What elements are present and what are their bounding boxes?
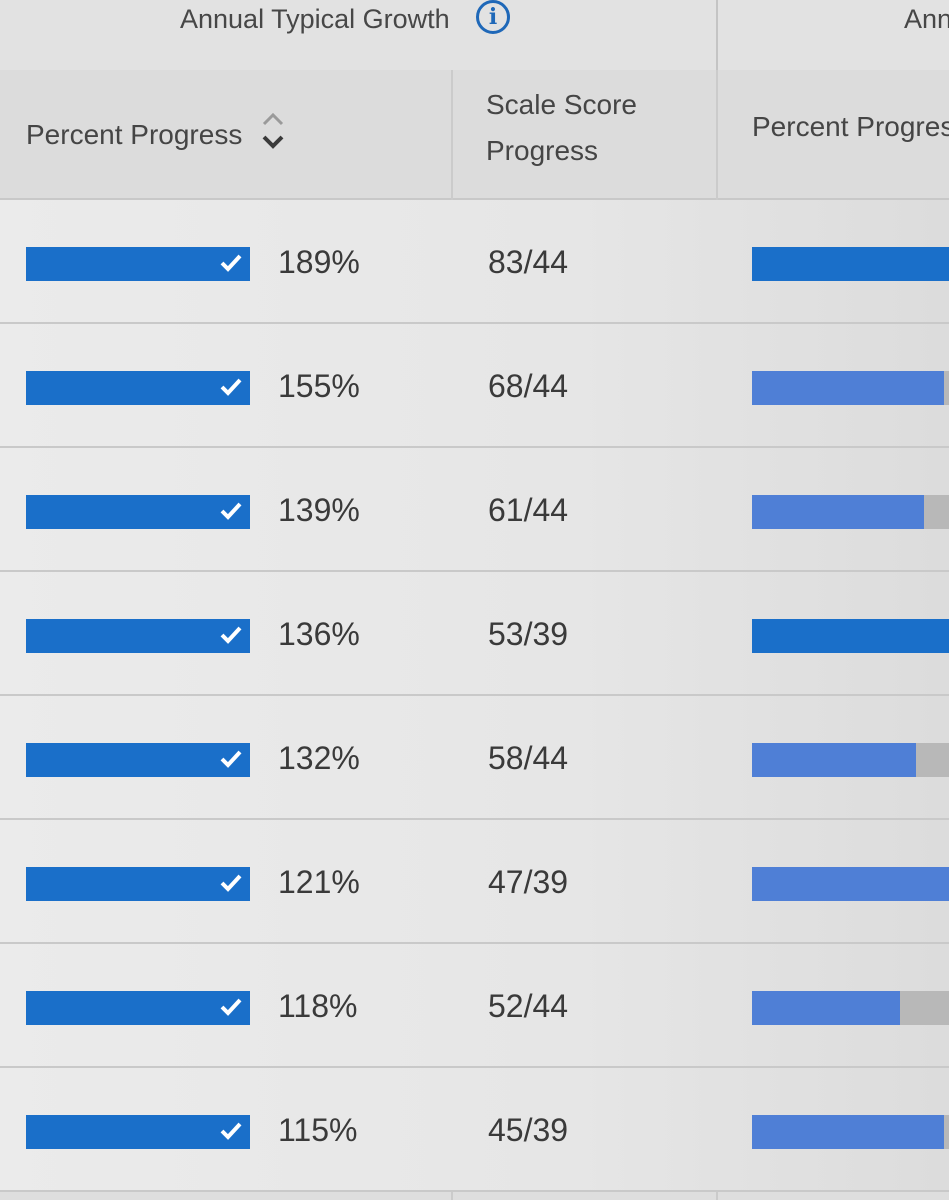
check-icon bbox=[220, 502, 242, 520]
table-row[interactable]: 115% 45/39 bbox=[0, 1068, 949, 1192]
percent-progress-bar bbox=[26, 619, 250, 653]
check-icon bbox=[220, 750, 242, 768]
table-row[interactable]: 121% 47/39 bbox=[0, 820, 949, 944]
percent-progress-bar-next-fill bbox=[752, 495, 924, 529]
percent-progress-bar-next-fill bbox=[752, 743, 916, 777]
percent-progress-bar-next-fill bbox=[752, 247, 949, 281]
group-title-annual-typical-growth: Annual Typical Growth bbox=[180, 4, 450, 34]
check-icon bbox=[220, 998, 242, 1016]
scale-score-progress-value: 45/39 bbox=[488, 1112, 569, 1148]
table-row[interactable]: 189% 83/44 bbox=[0, 200, 949, 324]
percent-progress-bar bbox=[26, 1115, 250, 1149]
percent-progress-bar-next bbox=[752, 371, 949, 405]
percent-progress-bar bbox=[26, 743, 250, 777]
percent-progress-bar-next bbox=[752, 495, 949, 529]
column-header-scale-score-progress[interactable]: Scale Score Progress bbox=[486, 82, 637, 174]
percent-progress-bar-next bbox=[752, 1115, 949, 1149]
table-row[interactable]: 136% 53/39 bbox=[0, 572, 949, 696]
percent-progress-bar-next bbox=[752, 619, 949, 653]
percent-progress-bar-next bbox=[752, 247, 949, 281]
percent-progress-bar-next-fill bbox=[752, 371, 944, 405]
scale-score-progress-value: 52/44 bbox=[488, 988, 569, 1024]
sort-chevrons-icon[interactable] bbox=[258, 106, 288, 156]
percent-progress-bar bbox=[26, 495, 250, 529]
scale-score-progress-value: 68/44 bbox=[488, 368, 569, 404]
table-row[interactable]: 155% 68/44 bbox=[0, 324, 949, 448]
group-header-row: Annual Typical Growth i Ann bbox=[0, 0, 949, 72]
scale-score-progress-value: 47/39 bbox=[488, 864, 569, 900]
scale-score-progress-value: 58/44 bbox=[488, 740, 569, 776]
percent-progress-value: 132% bbox=[278, 740, 360, 776]
check-icon bbox=[220, 254, 242, 272]
check-icon bbox=[220, 378, 242, 396]
percent-progress-value: 189% bbox=[278, 244, 360, 280]
percent-progress-value: 139% bbox=[278, 492, 360, 528]
percent-progress-bar-next bbox=[752, 743, 949, 777]
check-icon bbox=[220, 626, 242, 644]
column-header-scale-score-line2: Progress bbox=[486, 135, 599, 166]
percent-progress-bar-next-fill bbox=[752, 867, 949, 901]
percent-progress-value: 121% bbox=[278, 864, 360, 900]
column-header-row: Percent Progress Scale Score Progress Pe… bbox=[0, 70, 949, 200]
column-header-percent-progress[interactable]: Percent Progress bbox=[26, 119, 243, 150]
check-icon bbox=[220, 1122, 242, 1140]
percent-progress-value: 115% bbox=[278, 1112, 358, 1148]
percent-progress-bar-next-fill bbox=[752, 619, 949, 653]
percent-progress-bar-next bbox=[752, 991, 949, 1025]
scale-score-progress-value: 61/44 bbox=[488, 492, 569, 528]
scale-score-progress-value: 83/44 bbox=[488, 244, 569, 280]
check-icon bbox=[220, 874, 242, 892]
table-row[interactable]: 118% 52/44 bbox=[0, 944, 949, 1068]
info-icon[interactable]: i bbox=[476, 0, 510, 34]
table-row[interactable]: 139% 61/44 bbox=[0, 448, 949, 572]
percent-progress-bar-next-fill bbox=[752, 1115, 944, 1149]
percent-progress-bar bbox=[26, 867, 250, 901]
percent-progress-value: 136% bbox=[278, 616, 360, 652]
percent-progress-bar bbox=[26, 247, 250, 281]
percent-progress-bar-next bbox=[752, 867, 949, 901]
column-header-scale-score-line1: Scale Score bbox=[486, 89, 637, 120]
percent-progress-value: 118% bbox=[278, 988, 358, 1024]
percent-progress-bar bbox=[26, 371, 250, 405]
group-divider bbox=[716, 0, 718, 70]
scale-score-progress-value: 53/39 bbox=[488, 616, 569, 652]
percent-progress-bar bbox=[26, 991, 250, 1025]
percent-progress-value: 155% bbox=[278, 368, 360, 404]
percent-progress-bar-next-fill bbox=[752, 991, 900, 1025]
group-title-next: Ann bbox=[904, 4, 949, 34]
table-body: 189% 83/44 155% 68/44 139% 61/44 bbox=[0, 200, 949, 1192]
column-header-percent-progress-next[interactable]: Percent Progres bbox=[752, 111, 949, 142]
table-row[interactable]: 132% 58/44 bbox=[0, 696, 949, 820]
